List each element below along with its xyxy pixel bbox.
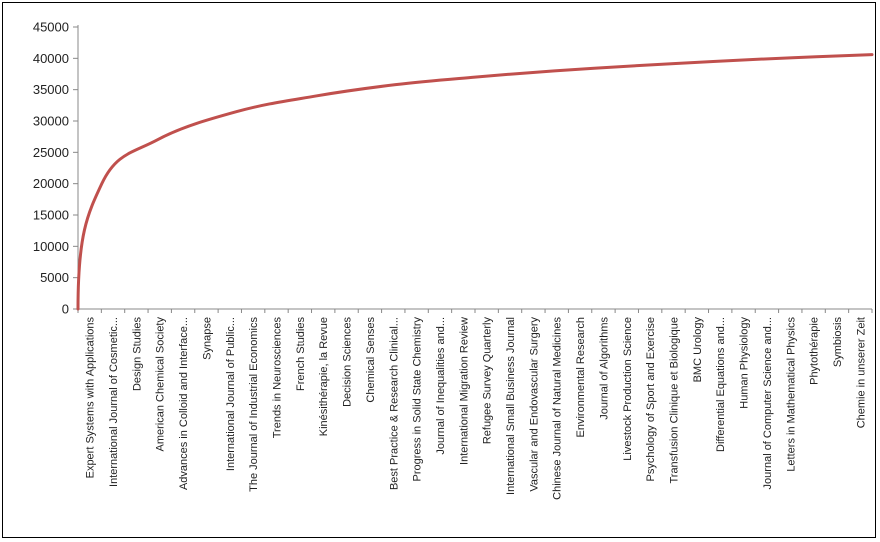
y-tick-label: 10000 — [33, 239, 69, 254]
x-tick-label: Advances in Colloid and Interface... — [178, 317, 190, 490]
x-tick-label: Differential Equations and... — [715, 317, 727, 452]
x-tick-label: Chemie in unserer Zeit — [855, 317, 867, 428]
x-tick-label: American Chemical Society — [155, 317, 167, 452]
y-tick-label: 15000 — [33, 208, 69, 223]
x-tick-label: Design Studies — [131, 317, 143, 391]
x-tick-label: Journal of Algorithms — [598, 317, 610, 420]
x-tick-label: International Journal of Cosmetic... — [108, 317, 120, 487]
y-tick-label: 0 — [62, 302, 69, 317]
x-tick-label: Environmental Research — [575, 317, 587, 437]
y-tick-label: 45000 — [33, 20, 69, 35]
x-tick-label: Best Practice & Research Clinical... — [388, 317, 400, 490]
x-tick-label: French Studies — [295, 317, 307, 391]
x-tick-label: Synapse — [201, 317, 213, 360]
x-tick-label: Symbiosis — [832, 317, 844, 368]
y-tick-label: 25000 — [33, 145, 69, 160]
x-tick-label: Vascular and Endovascular Surgery — [528, 317, 540, 492]
x-tick-label: Kinésithérapie, la Revue — [318, 317, 330, 436]
x-tick-label: Journal of Computer Science and... — [762, 317, 774, 489]
x-tick-label: Trends in Neurosciences — [272, 317, 284, 439]
x-tick-label: Progress in Solid State Chemistry — [412, 317, 424, 482]
x-tick-label: International Migration Review — [458, 317, 470, 465]
x-tick-label: Phytothérapie — [809, 317, 821, 385]
y-tick-label: 5000 — [40, 270, 69, 285]
x-tick-label: The Journal of Industrial Economics — [248, 317, 260, 492]
y-tick-label: 20000 — [33, 176, 69, 191]
x-tick-label: Livestock Production Science — [622, 317, 634, 461]
x-tick-label: International Journal of Public... — [225, 317, 237, 471]
x-tick-label: BMC Urology — [692, 317, 704, 383]
x-tick-label: Letters in Mathematical Physics — [785, 317, 797, 472]
series-line — [76, 53, 874, 311]
x-tick-label: Chemical Senses — [365, 317, 377, 403]
y-tick-label: 40000 — [33, 51, 69, 66]
x-tick-label: International Small Business Journal — [505, 317, 517, 495]
y-tick-label: 35000 — [33, 82, 69, 97]
x-tick-label: Decision Sciences — [342, 317, 354, 407]
x-tick-label: Human Physiology — [739, 317, 751, 409]
x-tick-label: Journal of Inequalities and... — [435, 317, 447, 455]
x-tick-label: Expert Systems with Applications — [85, 317, 97, 479]
x-tick-label: Transfusion Clinique et Biologique — [669, 317, 681, 484]
x-tick-label: Refugee Survey Quarterly — [482, 317, 494, 445]
x-tick-label: Chinese Journal of Natural Medicines — [552, 317, 564, 500]
y-tick-label: 30000 — [33, 114, 69, 129]
x-tick-label: Psychology of Sport and Exercise — [645, 317, 657, 481]
